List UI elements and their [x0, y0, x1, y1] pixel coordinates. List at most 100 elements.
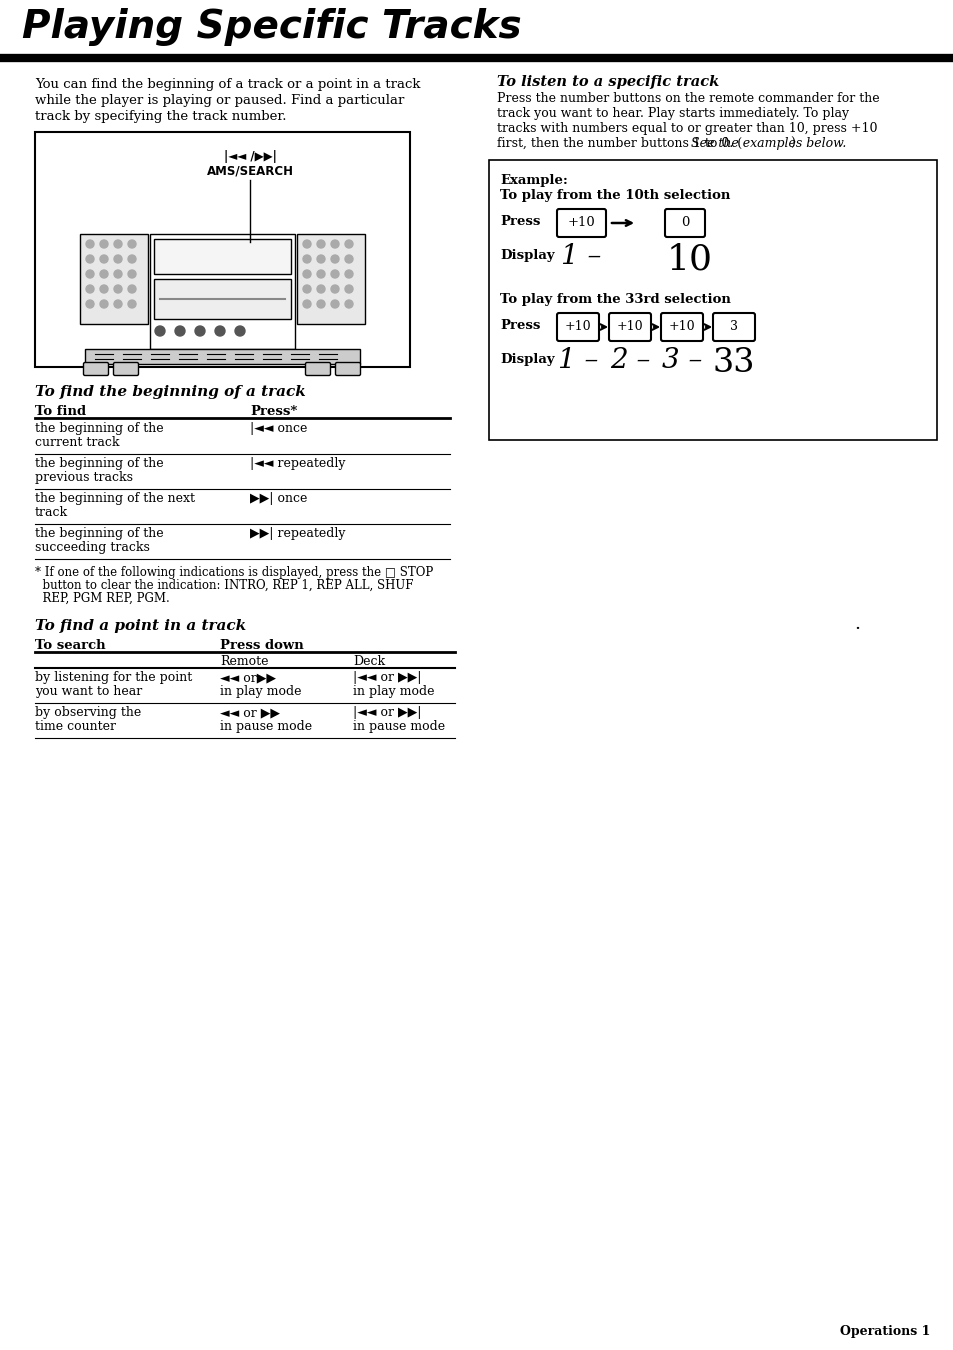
Bar — [35, 132, 410, 367]
Circle shape — [128, 300, 136, 308]
Text: To listen to a specific track: To listen to a specific track — [497, 76, 719, 89]
Text: succeeding tracks: succeeding tracks — [35, 541, 150, 554]
FancyBboxPatch shape — [608, 313, 650, 342]
Text: by observing the: by observing the — [35, 706, 141, 720]
Text: ·: · — [853, 620, 860, 639]
Text: ▶▶| repeatedly: ▶▶| repeatedly — [250, 526, 345, 540]
Text: 2 –: 2 – — [609, 347, 650, 374]
Text: 1 –: 1 – — [558, 347, 598, 374]
Text: in pause mode: in pause mode — [220, 720, 312, 733]
Circle shape — [331, 255, 338, 263]
Text: To find a point in a track: To find a point in a track — [35, 620, 246, 633]
Text: Playing Specific Tracks: Playing Specific Tracks — [22, 8, 521, 46]
Text: 3: 3 — [729, 320, 738, 333]
Circle shape — [113, 285, 122, 293]
FancyBboxPatch shape — [335, 363, 360, 375]
Text: Press: Press — [499, 319, 539, 332]
Text: Press: Press — [499, 215, 539, 228]
Text: To find: To find — [35, 405, 86, 418]
Circle shape — [214, 325, 225, 336]
Text: To search: To search — [35, 639, 106, 652]
Circle shape — [113, 240, 122, 248]
Circle shape — [331, 270, 338, 278]
Text: +10: +10 — [616, 320, 642, 333]
Text: AMS/SEARCH: AMS/SEARCH — [206, 163, 294, 177]
Bar — [153, 239, 291, 274]
FancyBboxPatch shape — [712, 313, 754, 342]
Circle shape — [113, 270, 122, 278]
Bar — [296, 234, 365, 324]
Text: in play mode: in play mode — [353, 684, 434, 698]
Circle shape — [128, 255, 136, 263]
FancyBboxPatch shape — [660, 313, 702, 342]
Text: the beginning of the: the beginning of the — [35, 423, 164, 435]
Circle shape — [331, 240, 338, 248]
Bar — [80, 234, 148, 324]
Circle shape — [174, 325, 185, 336]
Text: by listening for the point: by listening for the point — [35, 671, 193, 684]
Text: |◄◄ /▶▶|: |◄◄ /▶▶| — [223, 150, 276, 163]
Circle shape — [194, 325, 205, 336]
Text: |◄◄ or ▶▶|: |◄◄ or ▶▶| — [353, 671, 421, 684]
Text: +10: +10 — [668, 320, 695, 333]
Text: tracks with numbers equal to or greater than 10, press +10: tracks with numbers equal to or greater … — [497, 122, 877, 135]
Text: track you want to hear. Play starts immediately. To play: track you want to hear. Play starts imme… — [497, 107, 848, 120]
Text: the beginning of the: the beginning of the — [35, 458, 164, 470]
Text: time counter: time counter — [35, 720, 116, 733]
Circle shape — [128, 240, 136, 248]
Circle shape — [331, 300, 338, 308]
Bar — [85, 350, 359, 365]
Text: current track: current track — [35, 436, 119, 450]
Circle shape — [128, 285, 136, 293]
Text: |◄◄ or ▶▶|: |◄◄ or ▶▶| — [353, 706, 421, 720]
Text: the beginning of the: the beginning of the — [35, 526, 164, 540]
Circle shape — [86, 240, 94, 248]
Circle shape — [234, 325, 245, 336]
Text: ◄◄ or▶▶: ◄◄ or▶▶ — [220, 671, 275, 684]
Circle shape — [100, 255, 108, 263]
Bar — [489, 161, 936, 440]
Text: previous tracks: previous tracks — [35, 471, 132, 485]
FancyBboxPatch shape — [113, 363, 138, 375]
Text: track: track — [35, 506, 68, 518]
Text: See the examples below.: See the examples below. — [690, 136, 845, 150]
Circle shape — [303, 240, 311, 248]
Circle shape — [345, 300, 353, 308]
Text: ◄◄ or ▶▶: ◄◄ or ▶▶ — [220, 706, 280, 720]
Bar — [153, 279, 291, 319]
Text: Display: Display — [499, 352, 554, 366]
Text: button to clear the indication: INTRO, REP 1, REP ALL, SHUF: button to clear the indication: INTRO, R… — [35, 579, 413, 593]
Text: first, then the number buttons 1 to 0. (: first, then the number buttons 1 to 0. ( — [497, 136, 741, 150]
Text: |◄◄ once: |◄◄ once — [250, 423, 307, 435]
Circle shape — [100, 285, 108, 293]
Circle shape — [316, 285, 325, 293]
Circle shape — [303, 300, 311, 308]
Text: 10: 10 — [666, 243, 712, 277]
Circle shape — [316, 255, 325, 263]
Circle shape — [100, 300, 108, 308]
Circle shape — [154, 325, 165, 336]
Circle shape — [113, 255, 122, 263]
FancyBboxPatch shape — [84, 363, 109, 375]
Text: Press*: Press* — [250, 405, 297, 418]
Text: 33: 33 — [712, 347, 755, 379]
Text: Press down: Press down — [220, 639, 303, 652]
Text: 3 –: 3 – — [661, 347, 701, 374]
Text: |◄◄ repeatedly: |◄◄ repeatedly — [250, 458, 345, 470]
Circle shape — [316, 270, 325, 278]
Circle shape — [331, 285, 338, 293]
Text: ▶▶| once: ▶▶| once — [250, 491, 307, 505]
Circle shape — [345, 270, 353, 278]
Circle shape — [345, 285, 353, 293]
Text: Remote: Remote — [220, 655, 268, 668]
Circle shape — [86, 300, 94, 308]
Text: Deck: Deck — [353, 655, 385, 668]
Circle shape — [100, 240, 108, 248]
Text: REP, PGM REP, PGM.: REP, PGM REP, PGM. — [35, 593, 170, 605]
FancyBboxPatch shape — [664, 209, 704, 238]
Text: track by specifying the track number.: track by specifying the track number. — [35, 109, 286, 123]
Text: To play from the 10th selection: To play from the 10th selection — [499, 189, 730, 202]
Text: +10: +10 — [564, 320, 591, 333]
Circle shape — [303, 270, 311, 278]
Text: To find the beginning of a track: To find the beginning of a track — [35, 385, 306, 400]
